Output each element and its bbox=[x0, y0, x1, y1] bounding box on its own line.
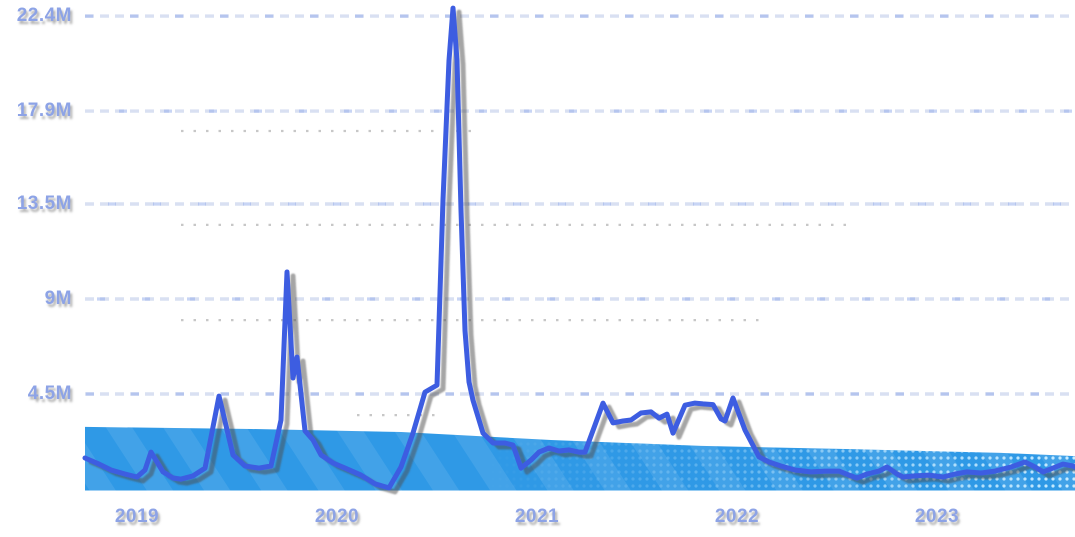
data-line[interactable] bbox=[82, 5, 1075, 491]
x-axis-tick-label: 2020 bbox=[314, 506, 360, 527]
y-axis-tick-label: 9M bbox=[44, 288, 72, 309]
y-axis-tick-label: 17.9M bbox=[16, 100, 72, 122]
band-halftone-overlay bbox=[85, 426, 1075, 491]
x-axis-tick-label: 2023 bbox=[914, 506, 960, 527]
y-axis-tick-label: 22.4M bbox=[16, 5, 72, 27]
x-axis-tick-label: 2021 bbox=[514, 506, 560, 527]
y-axis-tick-label: 13.5M bbox=[16, 193, 72, 214]
x-axis-tick-label: 2022 bbox=[714, 506, 760, 527]
x-axis-tick-label: 2019 bbox=[114, 506, 160, 527]
y-axis-tick-label: 4.5M bbox=[27, 383, 72, 404]
